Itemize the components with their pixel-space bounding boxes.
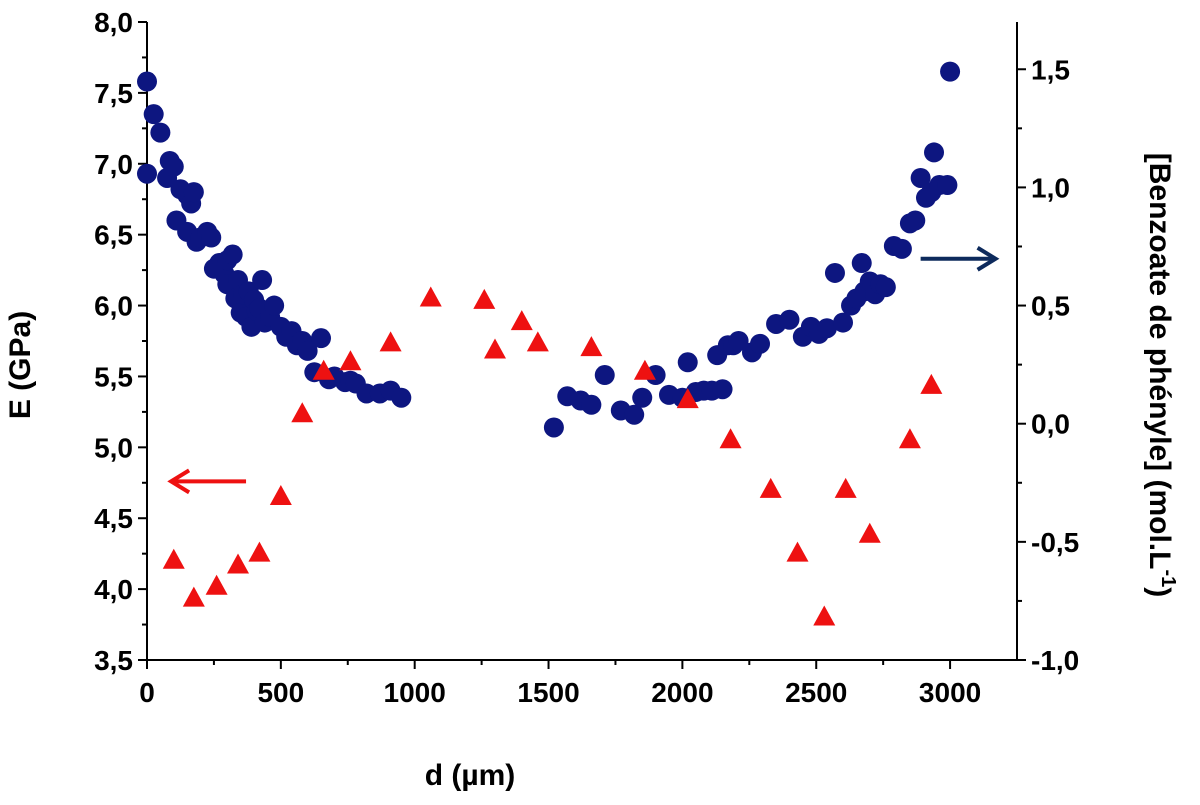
y-right-axis-title-main: [Benzoate de phényle] (mol.L — [1143, 153, 1176, 570]
data-point-triangle — [339, 350, 362, 371]
data-point-circle — [222, 244, 243, 265]
data-point-triangle — [858, 522, 881, 543]
data-point-circle — [750, 333, 771, 354]
data-point-circle — [645, 365, 666, 386]
data-point-circle — [712, 379, 733, 400]
data-point-circle — [183, 182, 204, 203]
data-point-circle — [543, 417, 564, 438]
data-point-circle — [677, 352, 698, 373]
data-point-triangle — [719, 428, 742, 449]
data-point-triangle — [379, 331, 402, 352]
y-right-tick-label: 0,5 — [1031, 291, 1070, 322]
data-point-triangle — [633, 359, 656, 380]
data-point-circle — [311, 328, 331, 349]
data-point-circle — [910, 167, 931, 188]
y-left-tick-label: 3,5 — [94, 645, 133, 676]
data-point-triangle — [920, 373, 943, 394]
y-right-tick-label: -0,5 — [1031, 527, 1079, 558]
data-point-circle — [833, 312, 853, 333]
y-right-tick-label: 0,0 — [1031, 409, 1070, 440]
y-left-tick-label: 6,5 — [94, 220, 133, 251]
data-point-triangle — [162, 548, 185, 569]
x-tick-label: 3000 — [919, 677, 981, 708]
data-point-circle — [924, 142, 945, 163]
y-right-tick-label: -1,0 — [1031, 645, 1079, 676]
y-left-tick-label: 4,0 — [94, 574, 133, 605]
y-left-tick-label: 4,5 — [94, 503, 133, 534]
left-axis-arrow-head — [167, 468, 191, 495]
y-left-tick-label: 7,0 — [94, 149, 133, 180]
data-point-circle — [143, 104, 164, 125]
data-point-triangle — [580, 336, 603, 357]
data-point-triangle — [473, 288, 496, 309]
data-point-circle — [137, 71, 157, 92]
y-right-axis-title-sup: -1 — [1157, 569, 1179, 587]
data-point-circle — [391, 387, 412, 408]
data-point-triangle — [526, 331, 549, 352]
data-point-triangle — [182, 586, 205, 607]
data-point-triangle — [205, 574, 228, 595]
data-point-circle — [728, 331, 749, 351]
data-point-circle — [201, 227, 222, 248]
data-point-triangle — [898, 428, 921, 449]
y-left-tick-label: 6,0 — [94, 291, 133, 322]
left-axis-arrow — [167, 468, 247, 495]
y-right-tick-label: 1,0 — [1031, 172, 1070, 203]
ticks: 0 500 1000 1500 2000 2500 3000 3,5 4,0 4,5 5,0 5,5 6… — [94, 7, 1079, 708]
right-axis-arrow-head — [976, 246, 1000, 272]
data-point-triangle — [813, 605, 836, 626]
data-point-circle — [581, 394, 602, 415]
x-tick-label: 2500 — [785, 677, 847, 708]
y-left-tick-label: 7,5 — [94, 78, 133, 109]
data-point-circle — [851, 253, 872, 274]
y-left-axis-title: E (GPa) — [4, 311, 37, 419]
data-point-circle — [137, 163, 157, 184]
data-point-triangle — [759, 477, 782, 498]
right-axis-arrow — [920, 246, 1000, 272]
data-point-circle — [824, 262, 845, 283]
data-point-triangle — [248, 541, 271, 562]
data-point-circle — [150, 122, 171, 143]
data-point-circle — [632, 387, 653, 408]
data-point-circle — [163, 156, 184, 177]
data-point-circle — [816, 318, 837, 339]
data-point-circle — [252, 270, 273, 291]
y-left-tick-label: 5,0 — [94, 432, 133, 463]
data-point-circle — [905, 210, 926, 231]
data-point-triangle — [510, 310, 533, 331]
y-right-axis-title: [Benzoate de phényle] (mol.L-1) — [1143, 153, 1179, 598]
data-point-circle — [297, 340, 318, 361]
data-point-circle — [624, 404, 645, 425]
data-point-triangle — [269, 484, 292, 505]
data-point-circle — [779, 309, 800, 330]
y-left-tick-label: 8,0 — [94, 7, 133, 38]
y-right-tick-label: 1,5 — [1031, 54, 1070, 85]
data-point-circle — [594, 365, 615, 386]
data-point-circle — [891, 238, 912, 259]
data-point-triangle — [484, 338, 506, 359]
x-axis-title: d (µm) — [425, 759, 516, 792]
y-left-tick-label: 5,5 — [94, 361, 133, 392]
data-point-triangle — [786, 541, 809, 562]
data-point-triangle — [419, 286, 442, 307]
y-right-axis-title-suffix: ) — [1143, 587, 1176, 597]
data-point-triangle — [834, 477, 857, 498]
x-tick-label: 2000 — [651, 677, 713, 708]
data-point-circle — [875, 277, 896, 298]
x-tick-label: 0 — [139, 677, 155, 708]
data-point-triangle — [291, 402, 314, 423]
data-point-triangle — [312, 359, 335, 380]
data-point-circle — [940, 61, 961, 82]
annotation-layer — [167, 246, 1000, 495]
data-point-circle — [937, 175, 958, 196]
data-point-triangle — [227, 553, 250, 574]
data-point-triangle — [676, 388, 699, 409]
x-tick-label: 500 — [257, 677, 304, 708]
x-tick-label: 1500 — [517, 677, 579, 708]
x-tick-label: 1000 — [384, 677, 446, 708]
data-point-circle — [264, 295, 285, 316]
series-layer — [137, 61, 961, 626]
